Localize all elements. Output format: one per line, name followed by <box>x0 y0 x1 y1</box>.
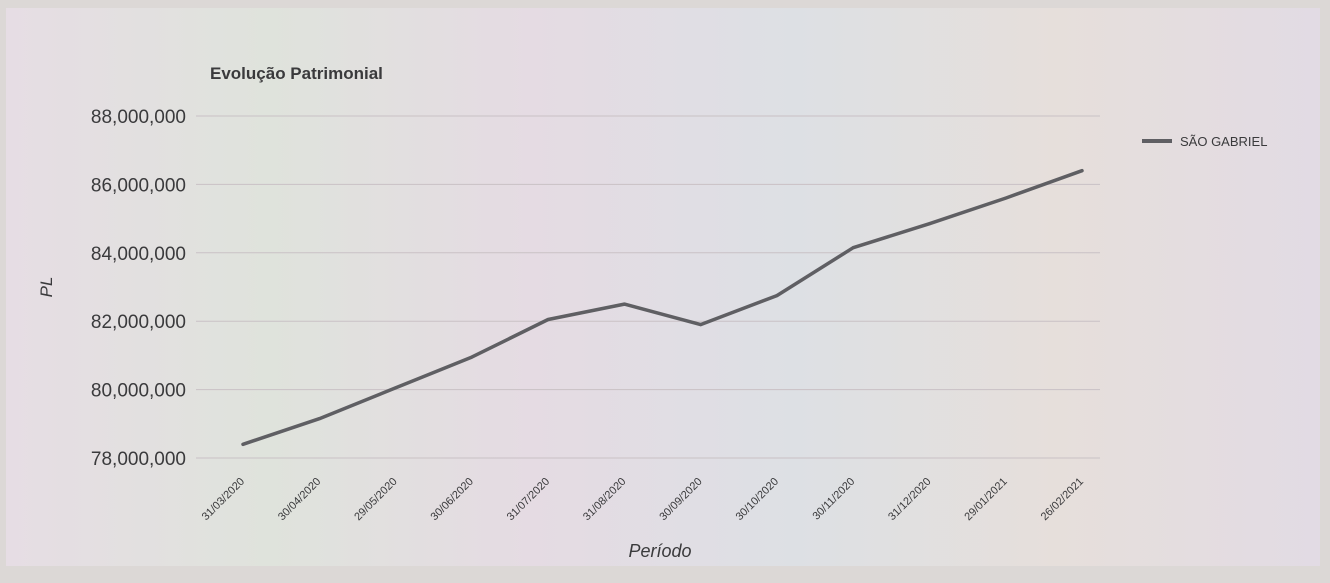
y-tick-label: 80,000,000 <box>91 381 186 402</box>
data-point <box>699 323 703 327</box>
chart-title: Evolução Patrimonial <box>210 64 383 83</box>
y-axis-ticks: 78,000,000 80,000,000 82,000,000 84,000,000… <box>91 107 186 470</box>
data-point <box>851 246 855 250</box>
y-tick-label: 78,000,000 <box>91 449 186 470</box>
data-point <box>1004 196 1008 200</box>
data-point <box>927 222 931 226</box>
x-axis-label: Período <box>628 541 691 561</box>
data-point <box>546 317 550 321</box>
data-point <box>1080 169 1084 173</box>
y-tick-label: 84,000,000 <box>91 244 186 265</box>
y-axis-label: PL <box>37 277 56 298</box>
series-layer <box>241 168 1084 447</box>
series-line <box>241 168 1084 447</box>
data-point <box>317 417 321 421</box>
legend: SÃO GABRIEL <box>1142 134 1267 149</box>
y-tick-label: 86,000,000 <box>91 175 186 196</box>
data-point <box>622 302 626 306</box>
y-tick-label: 82,000,000 <box>91 312 186 333</box>
data-point <box>470 355 474 359</box>
data-point <box>775 294 779 298</box>
data-point <box>241 442 245 446</box>
chart-background <box>6 8 1320 566</box>
y-tick-label: 88,000,000 <box>91 107 186 128</box>
legend-label: SÃO GABRIEL <box>1180 134 1267 149</box>
data-point <box>394 386 398 390</box>
gridlines <box>196 115 1100 459</box>
